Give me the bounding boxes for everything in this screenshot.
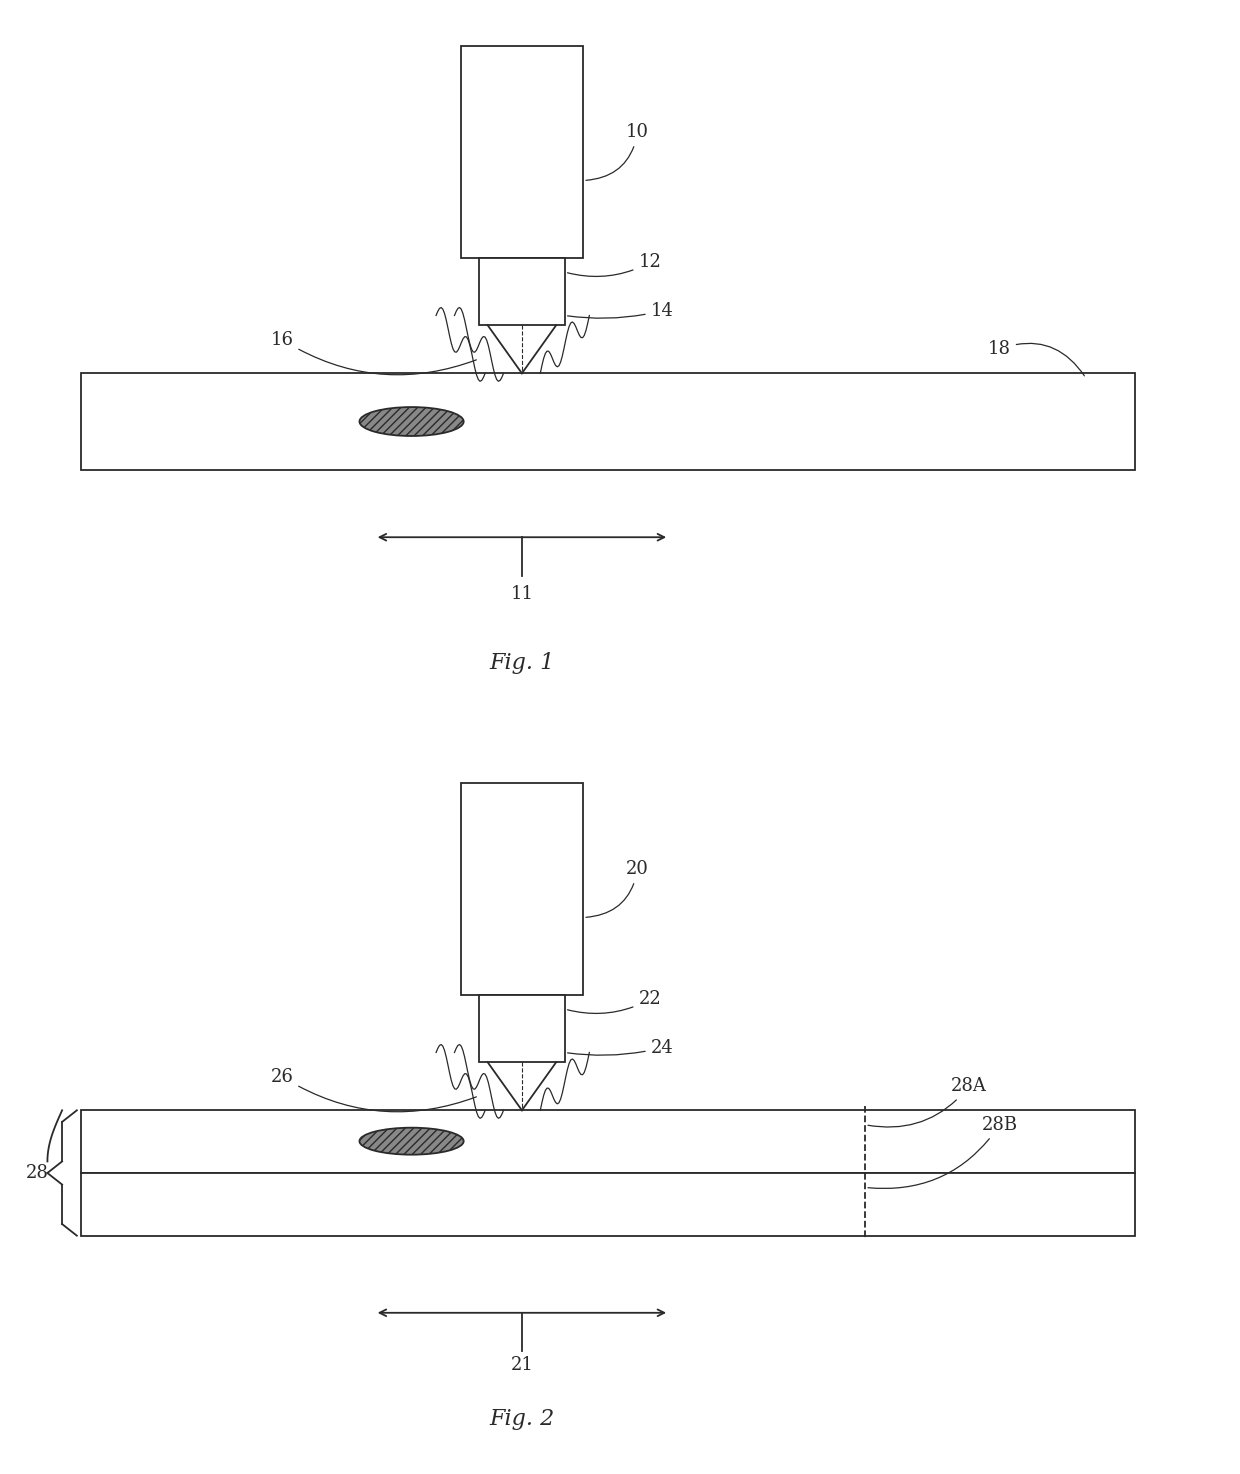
Text: Fig. 1: Fig. 1 <box>490 652 554 674</box>
Text: 28B: 28B <box>868 1116 1018 1188</box>
Text: 28: 28 <box>26 1164 50 1182</box>
Text: 20: 20 <box>587 861 649 917</box>
Text: 22: 22 <box>568 991 661 1014</box>
Bar <box>479 995 565 1063</box>
Text: 18: 18 <box>988 340 1085 376</box>
Bar <box>460 783 583 995</box>
Bar <box>81 373 1135 470</box>
Text: 21: 21 <box>511 1356 533 1374</box>
Text: 14: 14 <box>568 302 673 320</box>
Text: 28A: 28A <box>868 1077 987 1128</box>
Ellipse shape <box>360 1128 464 1154</box>
Text: 11: 11 <box>511 585 533 603</box>
Bar <box>460 46 583 258</box>
Ellipse shape <box>360 407 464 436</box>
Text: 10: 10 <box>587 124 649 180</box>
Bar <box>479 258 565 326</box>
Bar <box>81 1173 1135 1235</box>
Text: Fig. 2: Fig. 2 <box>490 1408 554 1430</box>
Bar <box>81 1110 1135 1173</box>
Text: 16: 16 <box>270 330 476 374</box>
Text: 24: 24 <box>568 1039 673 1057</box>
Text: 12: 12 <box>568 254 661 277</box>
Text: 26: 26 <box>270 1067 476 1111</box>
